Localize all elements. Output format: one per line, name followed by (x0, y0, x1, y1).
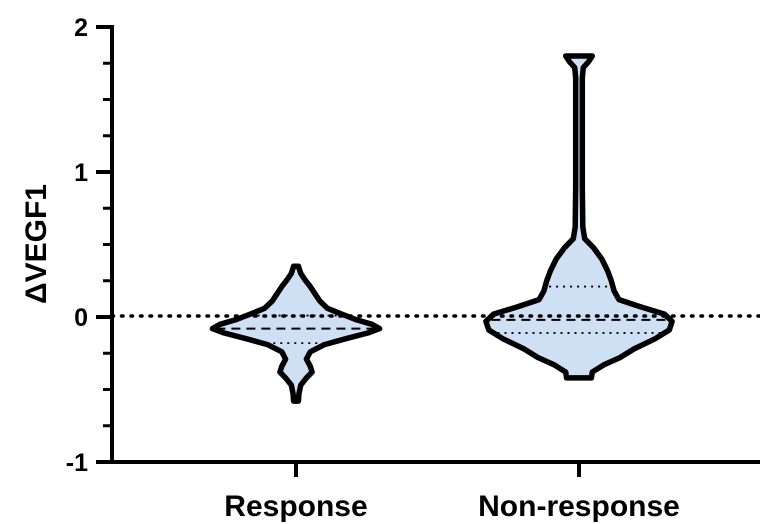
violin-response (209, 263, 383, 404)
y-tick-label-0: -1 (66, 449, 88, 477)
x-axis: Response Non-response (110, 460, 760, 523)
x-label-response: Response (224, 490, 367, 523)
y-tick-label-2: 1 (74, 159, 88, 187)
y-axis-title: ΔVEGF1 (20, 184, 53, 304)
violin-non-response (483, 53, 675, 381)
y-tick-label-1: 0 (74, 304, 88, 332)
violins-layer (209, 53, 675, 404)
y-ticks: -1 0 1 2 (66, 14, 112, 477)
y-tick-label-3: 2 (74, 14, 88, 42)
y-axis: -1 0 1 2 (66, 14, 114, 477)
x-label-non-response: Non-response (478, 490, 680, 523)
